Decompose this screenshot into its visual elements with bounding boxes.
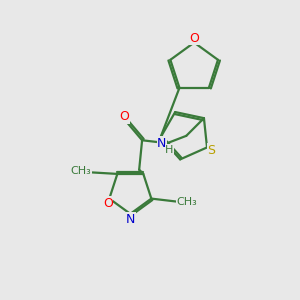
Text: O: O [103, 196, 113, 209]
Text: N: N [126, 213, 135, 226]
Text: S: S [207, 144, 215, 157]
Text: O: O [119, 110, 129, 123]
Text: H: H [165, 145, 174, 155]
Text: O: O [189, 32, 199, 45]
Text: N: N [157, 137, 167, 150]
Text: CH₃: CH₃ [176, 196, 197, 206]
Text: CH₃: CH₃ [71, 166, 92, 176]
